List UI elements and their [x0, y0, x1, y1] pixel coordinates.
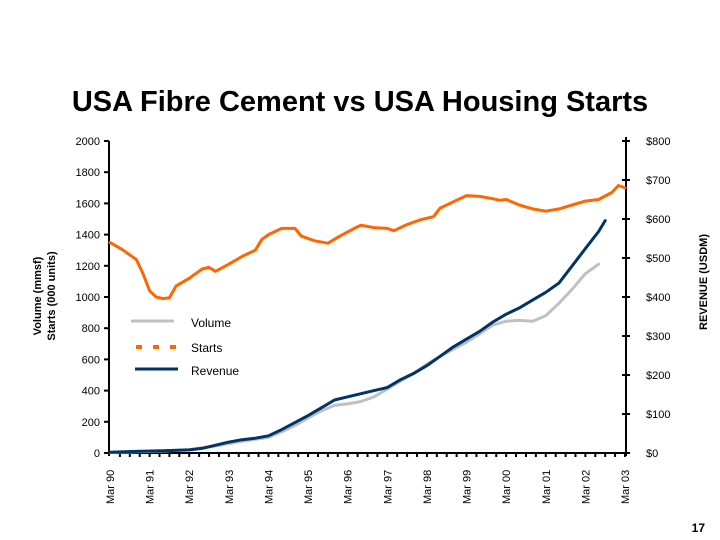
right-axis-tick-label: $100 [646, 409, 670, 421]
x-axis-tick-label: Mar 92 [184, 470, 196, 504]
left-axis-title-line2: Starts (000 units) [46, 251, 58, 341]
right-axis: $0 $100 $200 $300 $400 $500 $600 $700 $800 [622, 136, 670, 460]
x-axis: Mar 90 Mar 91 Mar 92 Mar 93 Mar 94 Mar 95 Mar … [105, 452, 632, 504]
x-axis-tick-label: Mar 94 [263, 470, 275, 504]
series-line-revenue [108, 219, 607, 454]
right-axis-tick-label: $200 [646, 370, 670, 382]
series-line-volume [108, 262, 601, 454]
page-number: 17 [691, 521, 705, 535]
left-axis-tick-label: 1400 [76, 230, 100, 242]
right-axis-tick-label: $0 [646, 448, 658, 460]
x-axis-tick-label: Mar 02 [580, 470, 592, 504]
left-axis-tick-label: 1600 [76, 198, 100, 210]
x-axis-tick-label: Mar 97 [382, 470, 394, 504]
x-axis-tick-label: Mar 01 [541, 470, 553, 504]
left-axis-tick-label: 2000 [76, 136, 100, 148]
left-axis-tick-label: 1800 [76, 167, 100, 179]
right-axis-tick-label: $800 [646, 136, 670, 148]
x-axis-tick-label: Mar 91 [145, 470, 157, 504]
x-axis-tick-label: Mar 90 [105, 470, 117, 504]
left-axis-tick-label: 1000 [76, 292, 100, 304]
right-axis-tick-label: $300 [646, 331, 670, 343]
x-axis-tick-label: Mar 96 [343, 470, 355, 504]
legend-label-starts: Starts [191, 341, 222, 355]
x-axis-tick-label: Mar 03 [620, 470, 632, 504]
x-axis-tick-label: Mar 99 [462, 470, 474, 504]
right-axis-tick-label: $600 [646, 214, 670, 226]
x-axis-tick-label: Mar 00 [501, 470, 513, 504]
left-axis-title-line1: Volume (mmsf) [32, 256, 44, 335]
chart-title: USA Fibre Cement vs USA Housing Starts [71, 86, 649, 118]
left-axis-tick-label: 0 [94, 448, 100, 460]
x-axis-tick-label: Mar 98 [422, 470, 434, 504]
x-axis-tick-label: Mar 93 [224, 470, 236, 504]
x-axis-tick-label: Mar 95 [303, 470, 315, 504]
right-axis-title: REVENUE (USDM) [698, 234, 710, 330]
right-axis-tick-label: $700 [646, 175, 670, 187]
legend: Volume Starts Revenue [131, 316, 239, 378]
left-axis-tick-label: 800 [82, 323, 100, 335]
legend-label-volume: Volume [191, 316, 231, 330]
left-axis-tick-label: 200 [82, 417, 100, 429]
left-axis-tick-label: 400 [82, 386, 100, 398]
left-axis-tick-label: 1200 [76, 261, 100, 273]
right-axis-tick-label: $500 [646, 253, 670, 265]
series-line-starts [108, 184, 627, 301]
left-axis: 0 200 400 600 800 1000 1200 1400 1600 1800 2000 [76, 136, 110, 460]
legend-label-revenue: Revenue [191, 364, 239, 378]
right-axis-tick-label: $400 [646, 292, 670, 304]
left-axis-tick-label: 600 [82, 354, 100, 366]
series-layer [108, 184, 627, 454]
